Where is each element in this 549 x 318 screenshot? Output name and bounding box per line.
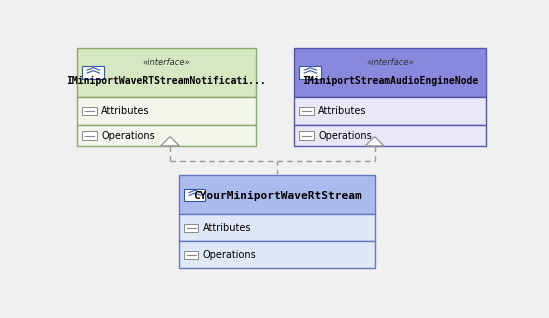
FancyBboxPatch shape — [77, 97, 256, 125]
Polygon shape — [365, 137, 384, 146]
FancyBboxPatch shape — [82, 107, 97, 115]
FancyBboxPatch shape — [82, 66, 104, 79]
FancyBboxPatch shape — [294, 125, 486, 146]
FancyBboxPatch shape — [184, 224, 198, 232]
Text: IMiniportStreamAudioEngineNode: IMiniportStreamAudioEngineNode — [302, 76, 478, 86]
Text: Operations: Operations — [102, 131, 155, 141]
Text: «interface»: «interface» — [366, 58, 413, 67]
Text: CYourMiniportWaveRtStream: CYourMiniportWaveRtStream — [193, 190, 361, 201]
FancyBboxPatch shape — [184, 189, 205, 201]
FancyBboxPatch shape — [294, 48, 486, 97]
FancyBboxPatch shape — [184, 251, 198, 259]
FancyBboxPatch shape — [299, 66, 321, 79]
FancyBboxPatch shape — [299, 107, 314, 115]
Polygon shape — [161, 137, 180, 146]
Text: Attributes: Attributes — [102, 106, 150, 116]
FancyBboxPatch shape — [77, 48, 256, 97]
Text: Operations: Operations — [203, 250, 256, 260]
FancyBboxPatch shape — [82, 131, 97, 140]
Text: Operations: Operations — [318, 131, 372, 141]
Text: «interface»: «interface» — [143, 58, 191, 67]
FancyBboxPatch shape — [179, 175, 375, 214]
Text: Attributes: Attributes — [203, 223, 251, 233]
Text: IMiniportWaveRTStreamNotificati...: IMiniportWaveRTStreamNotificati... — [66, 76, 266, 86]
FancyBboxPatch shape — [294, 97, 486, 125]
Text: Attributes: Attributes — [318, 106, 367, 116]
FancyBboxPatch shape — [299, 131, 314, 140]
FancyBboxPatch shape — [179, 214, 375, 241]
FancyBboxPatch shape — [77, 125, 256, 146]
FancyBboxPatch shape — [179, 241, 375, 268]
